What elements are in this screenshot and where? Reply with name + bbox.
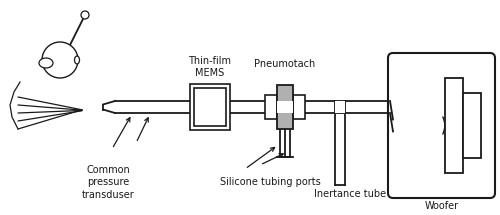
Text: Common
pressure
transduser: Common pressure transduser bbox=[82, 165, 134, 200]
Ellipse shape bbox=[39, 58, 53, 68]
Text: Silicone tubing ports: Silicone tubing ports bbox=[220, 177, 321, 187]
Bar bbox=[445, 78, 463, 173]
Bar bbox=[194, 88, 226, 126]
Text: Pneumotach: Pneumotach bbox=[254, 59, 316, 69]
Bar bbox=[463, 93, 481, 158]
Bar bbox=[265, 95, 277, 119]
FancyBboxPatch shape bbox=[388, 53, 495, 198]
Bar bbox=[190, 84, 230, 130]
Text: Thin-film
MEMS: Thin-film MEMS bbox=[188, 56, 232, 78]
Circle shape bbox=[42, 42, 78, 78]
Ellipse shape bbox=[74, 56, 80, 64]
Text: Inertance tube: Inertance tube bbox=[314, 189, 386, 199]
Bar bbox=[277, 85, 293, 129]
Bar bbox=[335, 101, 345, 113]
Bar bbox=[293, 95, 305, 119]
Circle shape bbox=[81, 11, 89, 19]
Text: Woofer: Woofer bbox=[424, 201, 458, 211]
Bar bbox=[277, 101, 293, 113]
